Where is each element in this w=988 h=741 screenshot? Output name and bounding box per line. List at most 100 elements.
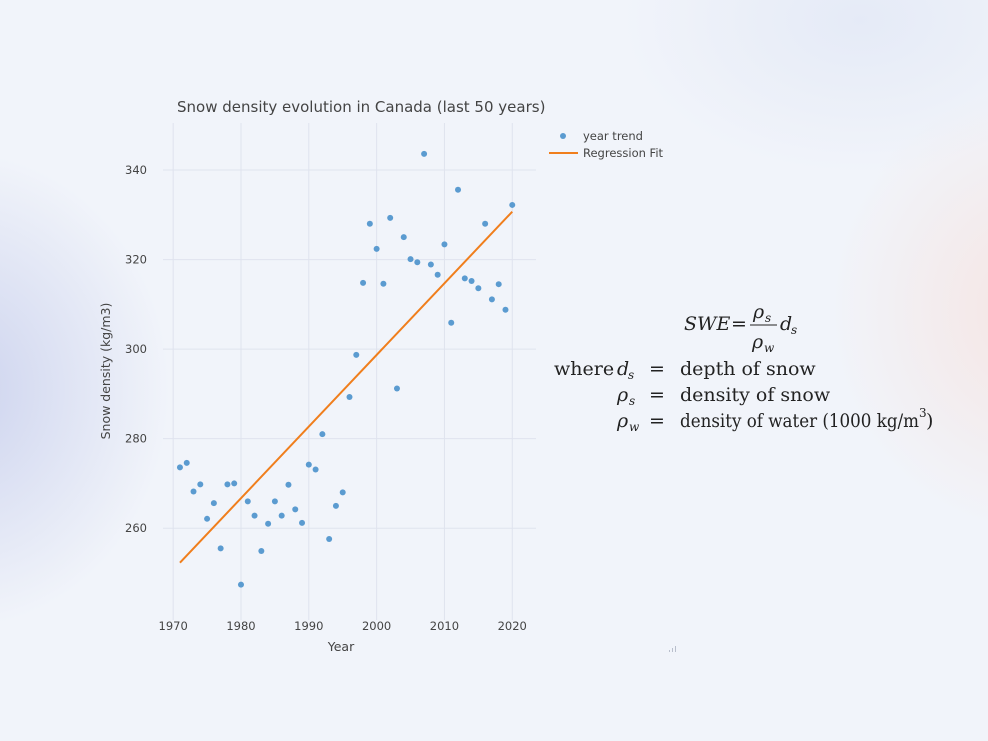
definition-equals: = — [649, 384, 665, 406]
data-point[interactable] — [176, 464, 183, 471]
x-tick-label: 2020 — [498, 619, 527, 633]
grid-lines — [163, 123, 536, 620]
definition-symbol-sub: s — [629, 394, 635, 408]
definition-superscript: 3 — [919, 406, 927, 420]
data-point[interactable] — [380, 280, 387, 287]
definition-symbol-sub: w — [629, 420, 640, 434]
data-point[interactable] — [502, 306, 509, 313]
legend-item-regression-fit[interactable]: Regression Fit — [549, 146, 664, 160]
data-point[interactable] — [197, 481, 204, 488]
y-tick-label: 320 — [125, 253, 147, 267]
formula-equals: = — [731, 313, 747, 335]
y-axis-title: Snow density (kg/m3) — [98, 303, 113, 440]
data-point[interactable] — [448, 319, 455, 326]
data-point[interactable] — [455, 186, 462, 193]
bar-chart-icon — [668, 644, 678, 652]
data-point[interactable] — [312, 466, 319, 473]
definition-symbol: d — [617, 358, 629, 380]
data-point[interactable] — [360, 279, 367, 286]
data-point[interactable] — [373, 245, 380, 252]
regression-fit-line — [179, 210, 513, 564]
data-point[interactable] — [482, 220, 489, 227]
scatter-points-layer — [176, 150, 516, 588]
data-point[interactable] — [488, 296, 495, 303]
data-point[interactable] — [326, 535, 333, 542]
data-point[interactable] — [387, 214, 394, 221]
data-point[interactable] — [190, 488, 197, 495]
data-point[interactable] — [305, 461, 312, 468]
definition-suffix: ) — [926, 410, 933, 432]
definition-text: depth of snow — [680, 358, 816, 380]
definition-symbol: ρ — [616, 410, 629, 432]
chart-title: Snow density evolution in Canada (last 5… — [177, 98, 545, 116]
where-label: where — [554, 358, 614, 380]
data-point[interactable] — [434, 271, 441, 278]
data-point[interactable] — [251, 512, 258, 519]
y-tick-label: 300 — [125, 342, 147, 356]
definition-equals: = — [649, 410, 665, 432]
data-point[interactable] — [299, 519, 306, 526]
formula-numerator: ρ — [752, 301, 765, 323]
data-point[interactable] — [495, 281, 502, 288]
definition-row: d s = depth of snow — [617, 358, 816, 382]
data-point[interactable] — [468, 278, 475, 285]
x-tick-label: 1970 — [159, 619, 188, 633]
data-point[interactable] — [204, 515, 211, 522]
y-tick-labels: 260 280 300 320 340 — [125, 163, 147, 535]
definition-symbol-sub: s — [628, 368, 634, 382]
legend-label-year-trend: year trend — [583, 129, 643, 143]
data-point[interactable] — [285, 481, 292, 488]
definition-row: ρ w = density of water (1000 kg/m 3 ) — [616, 406, 933, 434]
data-point[interactable] — [461, 275, 468, 282]
legend: year trend Regression Fit — [549, 129, 664, 160]
data-point[interactable] — [319, 431, 326, 438]
data-point[interactable] — [231, 480, 238, 487]
data-point[interactable] — [353, 351, 360, 358]
formula-numerator-sub: s — [765, 311, 771, 325]
data-point[interactable] — [339, 489, 346, 496]
data-point[interactable] — [332, 502, 339, 509]
x-axis-title: Year — [327, 639, 355, 654]
y-tick-label: 280 — [125, 432, 147, 446]
data-point[interactable] — [421, 150, 428, 157]
data-point[interactable] — [509, 201, 516, 208]
data-point[interactable] — [414, 259, 421, 266]
data-point[interactable] — [258, 548, 265, 555]
data-point[interactable] — [346, 394, 353, 401]
formula-lhs: SWE — [684, 313, 731, 335]
definition-symbol: ρ — [616, 384, 629, 406]
data-point[interactable] — [265, 520, 272, 527]
data-point[interactable] — [475, 285, 482, 292]
x-tick-label: 2010 — [430, 619, 459, 633]
data-point[interactable] — [244, 498, 251, 505]
formula-tail: d — [780, 313, 792, 335]
x-tick-label: 1980 — [226, 619, 255, 633]
legend-label-regression-fit: Regression Fit — [583, 146, 664, 160]
data-point[interactable] — [183, 459, 190, 466]
data-point[interactable] — [292, 506, 299, 513]
data-point[interactable] — [271, 498, 278, 505]
data-point[interactable] — [224, 481, 231, 488]
data-point[interactable] — [278, 512, 285, 519]
definition-text: density of snow — [680, 384, 831, 406]
data-point[interactable] — [407, 256, 414, 263]
x-tick-label: 2000 — [362, 619, 391, 633]
definition-row: ρ s = density of snow — [616, 384, 831, 408]
data-point[interactable] — [427, 261, 434, 268]
formula-denominator: ρ — [751, 331, 764, 353]
regression-fit-layer — [179, 210, 513, 564]
data-point[interactable] — [366, 220, 373, 227]
y-tick-label: 260 — [125, 521, 147, 535]
data-point[interactable] — [210, 500, 217, 507]
data-point[interactable] — [400, 234, 407, 241]
data-point[interactable] — [217, 545, 224, 552]
definition-text: density of water (1000 kg/m — [680, 410, 919, 432]
formula-tail-sub: s — [791, 323, 797, 337]
legend-item-year-trend[interactable]: year trend — [560, 129, 643, 143]
formula-denominator-sub: w — [764, 341, 775, 355]
x-tick-labels: 1970 1980 1990 2000 2010 2020 — [159, 619, 527, 633]
data-point[interactable] — [393, 385, 400, 392]
data-point[interactable] — [441, 241, 448, 248]
data-point[interactable] — [237, 581, 244, 588]
